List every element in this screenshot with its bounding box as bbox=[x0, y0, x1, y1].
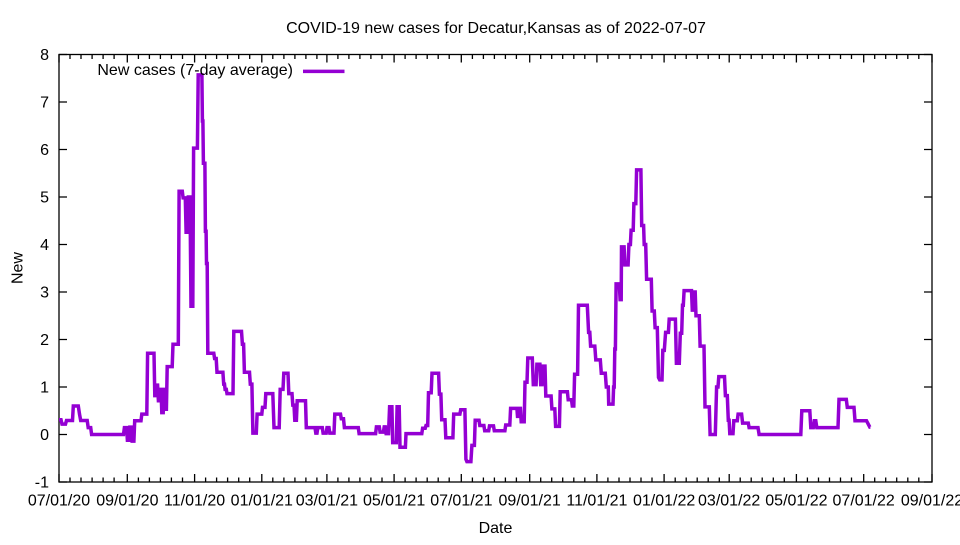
svg-text:4: 4 bbox=[40, 237, 49, 254]
svg-text:5: 5 bbox=[40, 190, 49, 207]
svg-text:03/01/21: 03/01/21 bbox=[296, 493, 358, 510]
svg-text:05/01/21: 05/01/21 bbox=[363, 493, 425, 510]
svg-text:11/01/21: 11/01/21 bbox=[566, 493, 627, 510]
svg-text:09/01/20: 09/01/20 bbox=[96, 493, 158, 510]
svg-text:05/01/22: 05/01/22 bbox=[765, 493, 827, 510]
svg-text:0: 0 bbox=[40, 427, 49, 444]
svg-text:07/01/20: 07/01/20 bbox=[28, 493, 90, 510]
svg-text:-1: -1 bbox=[35, 475, 49, 492]
svg-text:09/01/21: 09/01/21 bbox=[499, 493, 561, 510]
svg-text:New: New bbox=[10, 252, 27, 284]
svg-text:COVID-19 new cases for Decatur: COVID-19 new cases for Decatur,Kansas as… bbox=[286, 20, 706, 37]
svg-text:11/01/20: 11/01/20 bbox=[164, 493, 225, 510]
svg-text:Date: Date bbox=[479, 520, 513, 537]
svg-text:2: 2 bbox=[40, 332, 49, 349]
svg-text:01/01/22: 01/01/22 bbox=[633, 493, 695, 510]
svg-text:New cases (7-day average): New cases (7-day average) bbox=[97, 62, 293, 79]
svg-text:6: 6 bbox=[40, 142, 49, 159]
svg-text:01/01/21: 01/01/21 bbox=[231, 493, 293, 510]
svg-text:03/01/22: 03/01/22 bbox=[698, 493, 760, 510]
svg-text:3: 3 bbox=[40, 285, 49, 302]
svg-text:07/01/22: 07/01/22 bbox=[833, 493, 895, 510]
svg-text:1: 1 bbox=[40, 380, 49, 397]
svg-text:8: 8 bbox=[40, 47, 49, 64]
svg-text:7: 7 bbox=[40, 95, 49, 112]
svg-text:09/01/22: 09/01/22 bbox=[901, 493, 960, 510]
svg-text:07/01/21: 07/01/21 bbox=[430, 493, 492, 510]
